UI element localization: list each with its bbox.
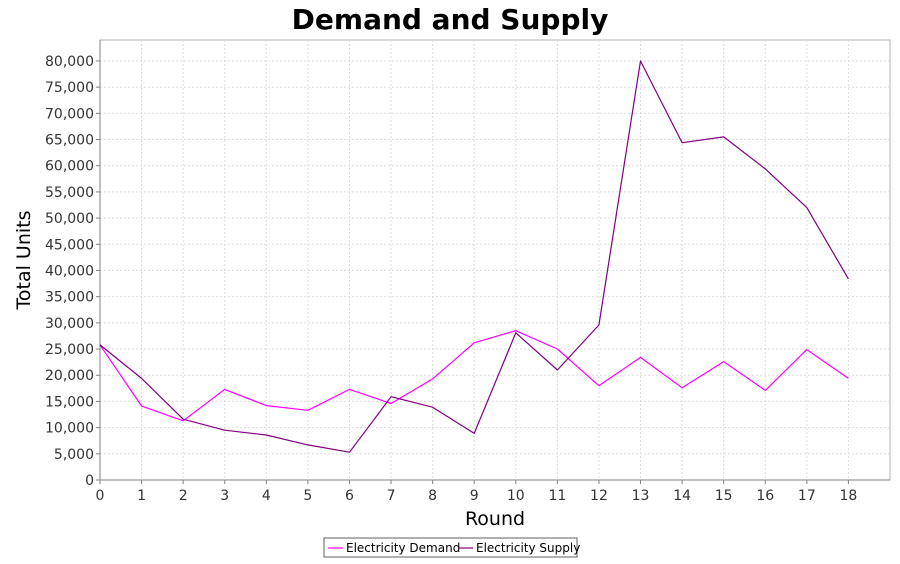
y-tick-label: 50,000 [45,211,94,227]
legend-box [323,537,578,558]
plot-area-background [99,39,891,481]
series-lines [99,60,849,453]
y-tick-label: 0 [85,473,94,489]
series-line-supply [99,60,849,453]
y-tick-label: 80,000 [45,54,94,70]
x-tick-label: 9 [470,488,479,504]
x-tick-label: 5 [303,488,312,504]
x-axis-label: Round [465,508,525,530]
x-tick-label: 13 [632,488,650,504]
y-axis-ticks: 0 5,000 10,000 15,000 20,000 25,000 30,000 35,0… [45,54,100,489]
grid-lines [100,40,890,480]
y-tick-label: 55,000 [45,185,94,201]
x-tick-label: 4 [262,488,271,504]
y-tick-label: 35,000 [45,290,94,306]
x-tick-label: 8 [428,488,437,504]
y-tick-label: 70,000 [45,106,94,122]
x-tick-label: 0 [96,488,105,504]
y-tick-label: 30,000 [45,316,94,332]
chart-title: Demand and Supply [292,3,609,36]
x-tick-label: 7 [387,488,396,504]
x-tick-label: 15 [715,488,733,504]
y-tick-label: 20,000 [45,368,94,384]
legend: Electricity Demand Electricity Supply [323,537,580,558]
y-tick-label: 75,000 [45,80,94,96]
y-tick-label: 60,000 [45,159,94,175]
y-tick-label: 45,000 [45,237,94,253]
y-tick-label: 15,000 [45,394,94,410]
y-axis-label: Total Units [13,211,35,311]
x-axis-ticks: 0 1 2 3 4 5 6 7 8 9 10 11 12 13 14 15 16 17 18 [96,480,858,504]
x-tick-label: 14 [673,488,691,504]
x-tick-label: 10 [507,488,525,504]
legend-label-supply: Electricity Supply [476,541,580,555]
x-tick-label: 17 [798,488,816,504]
y-tick-label: 40,000 [45,263,94,279]
y-tick-label: 10,000 [45,421,94,437]
x-tick-label: 3 [220,488,229,504]
y-tick-label: 65,000 [45,133,94,149]
legend-label-demand: Electricity Demand [346,541,460,555]
x-tick-label: 16 [756,488,774,504]
x-tick-label: 6 [345,488,354,504]
series-line-demand [99,330,849,422]
x-tick-label: 18 [840,488,858,504]
x-tick-label: 12 [590,488,608,504]
x-tick-label: 1 [137,488,146,504]
x-tick-label: 11 [548,488,566,504]
y-tick-label: 25,000 [45,342,94,358]
y-tick-label: 5,000 [54,447,94,463]
x-tick-label: 2 [179,488,188,504]
